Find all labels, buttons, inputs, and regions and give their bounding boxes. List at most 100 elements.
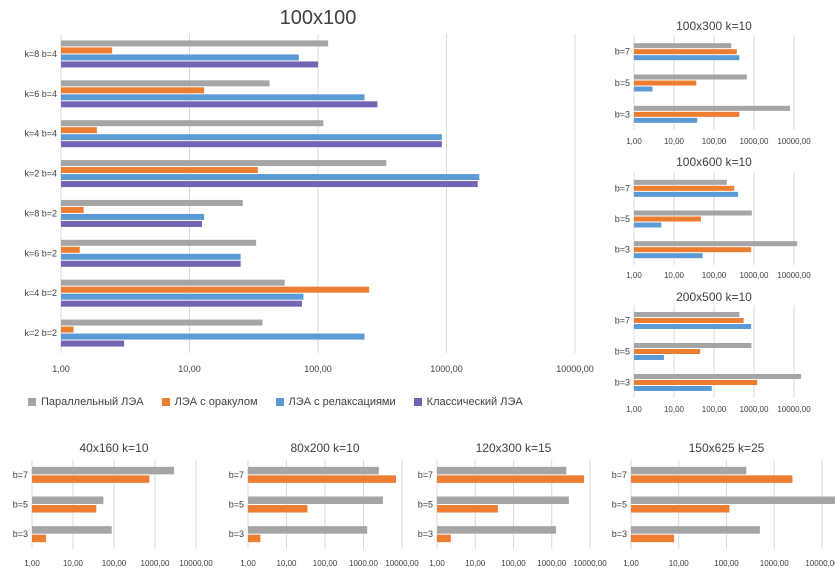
- x-tick-label: 1000,00: [760, 559, 789, 568]
- bar: [634, 43, 732, 49]
- category-label: b=7: [13, 470, 28, 480]
- x-tick-label: 100,00: [313, 559, 338, 568]
- legend-item-oracle: ЛЭА с оракулом: [161, 396, 258, 408]
- x-tick-label: 10,00: [178, 364, 201, 374]
- bar: [634, 80, 697, 86]
- chart-r3: 200x500 k=10 1,00 10,00 100,00 1000,00 10000,…: [615, 290, 812, 414]
- bar: [634, 74, 747, 80]
- chart-r1: 100x300 k=10 1,00 10,00 100,00 1000,00 10000,…: [615, 19, 812, 146]
- chart-b1: 40x160 k=10 1,00 10,00 100,00 1000,00 10000,0…: [13, 441, 214, 568]
- chart-b3: 120x300 k=15 1,00 10,00 100,00 1000,00 10000,…: [418, 441, 608, 568]
- bar: [634, 191, 739, 197]
- chart-title: 150x625 k=25: [689, 441, 765, 455]
- bar: [437, 505, 498, 513]
- bar: [631, 496, 835, 504]
- legend-swatch-classic: [413, 398, 422, 406]
- category-label: k=8 b=4: [24, 49, 57, 59]
- legend-item-classic: Классический ЛЭА: [413, 396, 523, 408]
- chart-title: 100x100: [280, 7, 357, 29]
- bar: [631, 466, 747, 475]
- category-label: b=3: [229, 529, 244, 539]
- x-tick-label: 1,00: [623, 559, 639, 568]
- bar: [631, 505, 730, 513]
- x-tick-label: 10000,00: [777, 271, 811, 280]
- bar: [61, 40, 329, 47]
- bar: [634, 380, 758, 385]
- bar: [61, 260, 241, 267]
- bar: [634, 105, 791, 111]
- bar: [61, 141, 442, 148]
- bar: [61, 253, 241, 260]
- x-tick-label: 10000,00: [777, 137, 811, 146]
- bar: [248, 496, 383, 504]
- bar: [634, 117, 698, 123]
- x-tick-label: 1000,00: [349, 559, 378, 568]
- chart-title: 120x300 k=15: [476, 441, 552, 455]
- bar: [634, 86, 653, 92]
- category-label: b=5: [418, 500, 433, 510]
- bar: [61, 213, 205, 220]
- bar: [61, 61, 318, 68]
- bar: [61, 167, 258, 174]
- legend-swatch-oracle: [161, 398, 170, 406]
- legend: Параллельный ЛЭА ЛЭА с оракулом ЛЭА с ре…: [28, 392, 523, 412]
- bar: [634, 216, 701, 222]
- bar: [634, 318, 744, 323]
- bar: [634, 49, 737, 55]
- bar: [437, 526, 557, 534]
- x-tick-label: 100,00: [501, 559, 526, 568]
- x-tick-label: 100,00: [714, 559, 739, 568]
- chart-r2: 100x600 k=10 1,00 10,00 100,00 1000,00 10000,…: [615, 155, 812, 280]
- bar: [248, 505, 308, 513]
- bar: [634, 355, 664, 360]
- bar: [248, 526, 368, 534]
- chart-title: 80x200 k=10: [290, 441, 359, 455]
- bar: [634, 312, 740, 317]
- category-label: k=2 b=2: [24, 328, 57, 338]
- bar: [61, 246, 80, 253]
- x-tick-label: 10000,00: [385, 559, 419, 568]
- legend-label-classic: Классический ЛЭА: [426, 396, 523, 408]
- category-label: k=4 b=4: [24, 129, 57, 139]
- bar: [634, 247, 752, 253]
- chart-title: 100x300 k=10: [676, 19, 752, 33]
- x-tick-label: 1,00: [626, 405, 642, 414]
- x-tick-label: 10,00: [276, 559, 297, 568]
- bar: [61, 333, 365, 340]
- category-label: b=7: [229, 470, 244, 480]
- category-label: k=8 b=2: [24, 208, 57, 218]
- bar: [32, 534, 47, 543]
- bar: [61, 120, 324, 127]
- bar: [248, 534, 261, 543]
- bar: [437, 496, 569, 504]
- bar: [634, 324, 752, 329]
- x-tick-label: 10,00: [664, 137, 685, 146]
- bar: [634, 374, 802, 379]
- bar: [634, 111, 740, 117]
- x-tick-label: 10,00: [664, 271, 685, 280]
- bar: [634, 210, 752, 216]
- x-tick-label: 100,00: [304, 364, 332, 374]
- category-label: b=5: [615, 214, 630, 224]
- legend-swatch-relax: [275, 398, 284, 406]
- x-tick-label: 10000,00: [777, 405, 811, 414]
- category-label: b=7: [612, 470, 627, 480]
- category-label: b=7: [418, 470, 433, 480]
- bar: [437, 475, 585, 483]
- bar: [437, 466, 567, 475]
- bar: [61, 101, 378, 108]
- bar: [61, 239, 257, 246]
- x-tick-label: 10000,00: [805, 559, 835, 568]
- category-label: b=3: [418, 529, 433, 539]
- category-label: b=5: [612, 500, 627, 510]
- bar: [61, 174, 480, 181]
- category-label: b=5: [229, 500, 244, 510]
- bar: [32, 526, 112, 534]
- bar: [61, 160, 387, 167]
- category-label: k=6 b=4: [24, 89, 57, 99]
- bar: [32, 466, 174, 475]
- x-tick-label: 10000,00: [573, 559, 607, 568]
- x-tick-label: 100,00: [702, 271, 727, 280]
- bar: [61, 293, 304, 300]
- legend-label-parallel: Параллельный ЛЭА: [41, 396, 144, 408]
